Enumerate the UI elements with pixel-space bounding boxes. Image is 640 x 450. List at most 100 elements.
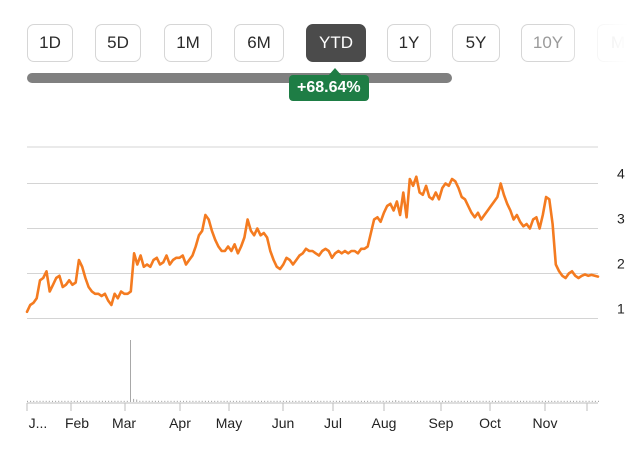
volume-bar (136, 399, 138, 402)
range-scroll-thumb[interactable] (27, 73, 452, 83)
volume-bar (95, 400, 97, 402)
volume-bar (395, 400, 397, 402)
volume-bar (33, 400, 35, 402)
volume-bar (214, 400, 216, 402)
volume-bar (86, 400, 88, 402)
x-tick-label-1: Feb (65, 415, 89, 431)
volume-bar (594, 400, 596, 402)
x-tick-label-4: May (216, 415, 242, 431)
volume-bar (55, 400, 57, 402)
volume-bar (201, 400, 203, 402)
volume-bar (220, 400, 222, 402)
volume-bar (507, 400, 509, 402)
volume-bar (588, 400, 590, 402)
x-tick-label-3: Apr (169, 415, 191, 431)
volume-bar (176, 400, 178, 402)
volume-bar (385, 400, 387, 402)
volume-bar (435, 400, 437, 402)
volume-bar (429, 400, 431, 402)
volume-bar (335, 400, 337, 402)
volume-bar (229, 400, 231, 402)
volume-bar (158, 400, 159, 402)
range-5d-button[interactable]: 5D (95, 24, 141, 62)
price-line (25, 175, 600, 314)
range-1m-button[interactable]: 1M (164, 24, 212, 62)
range-1d-button[interactable]: 1D (27, 24, 73, 62)
volume-bar (470, 400, 472, 402)
volume-bar (39, 400, 41, 402)
volume-bar (130, 340, 131, 402)
volume-bar (523, 400, 525, 402)
volume-bar (126, 400, 128, 402)
volume-bar (304, 400, 306, 402)
volume-bar (432, 400, 434, 402)
volume-bar (251, 400, 253, 402)
volume-bar (108, 400, 110, 402)
volume-bar (576, 400, 578, 402)
volume-bar (282, 400, 284, 402)
volume-bar (183, 400, 184, 402)
volume-bar (270, 400, 272, 402)
volume-bar (532, 400, 534, 402)
volume-bar (510, 400, 512, 402)
volume-bar (545, 400, 546, 402)
volume-bar (198, 400, 200, 402)
volume-bar (52, 400, 53, 402)
volume-bar (376, 400, 378, 402)
volume-bar (569, 400, 571, 402)
volume-bar (204, 400, 206, 402)
volume-bar (501, 400, 503, 402)
volume-bar (223, 400, 225, 402)
volume-bar (261, 400, 262, 402)
range-6m-button[interactable]: 6M (234, 24, 284, 62)
volume-bar (317, 400, 319, 402)
volume-bar (582, 400, 584, 402)
volume-bar (310, 400, 312, 402)
volume-bar (142, 400, 144, 402)
volume-bar (392, 400, 394, 402)
volume-bar (232, 400, 234, 402)
badge-pointer (328, 68, 342, 76)
volume-bar (407, 400, 409, 402)
volume-bar (133, 398, 135, 402)
volume-bar (114, 400, 116, 402)
volume-bar (195, 400, 197, 402)
range-1y-button[interactable]: 1Y (387, 24, 431, 62)
volume-bar (357, 400, 359, 402)
volume-bar (98, 400, 100, 402)
volume-bar (58, 400, 60, 402)
volume-bar (413, 400, 415, 402)
volume-bar (495, 400, 496, 402)
volume-bar (579, 400, 581, 402)
x-tick-label-2: Mar (112, 415, 136, 431)
volume-bar (548, 400, 550, 402)
volume-bar (192, 400, 194, 402)
volume-bar (476, 400, 478, 402)
volume-bar (161, 400, 163, 402)
x-tick-label-7: Aug (372, 415, 397, 431)
volume-bar (438, 400, 440, 402)
volume-bar (538, 400, 540, 402)
y-tick-label-2: 2 (617, 256, 625, 272)
volume-bar (61, 400, 63, 402)
volume-bar (332, 400, 334, 402)
volume-bar (463, 400, 465, 402)
volume-bar (120, 400, 122, 402)
volume-bar (563, 400, 565, 402)
volume-bar (289, 400, 291, 402)
volume-bar (236, 400, 238, 402)
chart-gridlines (27, 146, 598, 404)
y-tick-label-4: 4 (617, 166, 625, 182)
range-ytd-button[interactable]: YTD (306, 24, 366, 62)
volume-bar (242, 400, 244, 402)
volume-bar (117, 400, 119, 402)
volume-bar (320, 400, 322, 402)
volume-bar (566, 400, 568, 402)
range-5y-button[interactable]: 5Y (452, 24, 500, 62)
volume-bar (164, 400, 166, 402)
volume-bar (286, 400, 287, 402)
volume-bar (27, 400, 28, 402)
volume-bar (401, 400, 403, 402)
x-tick-label-5: Jun (272, 415, 295, 431)
volume-bar (139, 400, 141, 402)
